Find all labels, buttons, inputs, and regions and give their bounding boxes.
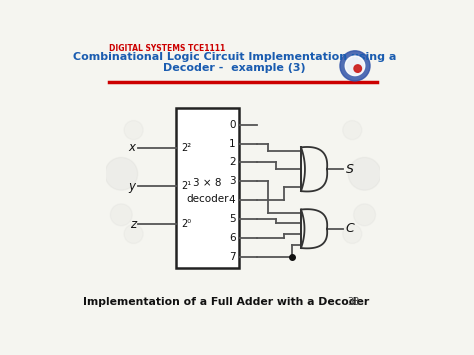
Text: 0: 0 <box>229 120 236 130</box>
Circle shape <box>340 51 370 81</box>
Circle shape <box>343 120 362 140</box>
Text: C: C <box>346 222 355 235</box>
Text: 5: 5 <box>229 214 236 224</box>
Circle shape <box>348 157 381 190</box>
Text: 6: 6 <box>229 233 236 243</box>
Text: Decoder -  example (3): Decoder - example (3) <box>164 62 306 72</box>
Bar <box>176 108 239 268</box>
Text: 2: 2 <box>229 158 236 168</box>
Circle shape <box>124 224 143 244</box>
Text: Implementation of a Full Adder with a Decoder: Implementation of a Full Adder with a De… <box>83 297 370 307</box>
Text: 7: 7 <box>229 252 236 262</box>
Circle shape <box>345 56 365 76</box>
Circle shape <box>354 65 362 72</box>
Text: S: S <box>346 163 354 176</box>
Text: DIGITAL SYSTEMS TCE1111: DIGITAL SYSTEMS TCE1111 <box>109 44 225 53</box>
Circle shape <box>124 120 143 140</box>
Circle shape <box>343 224 362 244</box>
Text: 2¹: 2¹ <box>181 181 191 191</box>
Text: x: x <box>129 141 136 154</box>
Text: 38: 38 <box>347 297 360 307</box>
Text: 2⁰: 2⁰ <box>181 219 191 229</box>
Text: decoder: decoder <box>186 194 228 204</box>
Text: 3: 3 <box>229 176 236 186</box>
Circle shape <box>354 204 375 226</box>
Circle shape <box>105 157 137 190</box>
Text: 3 × 8: 3 × 8 <box>193 178 222 188</box>
Text: z: z <box>130 218 136 231</box>
Circle shape <box>110 204 132 226</box>
Text: y: y <box>129 180 136 193</box>
Text: 1: 1 <box>229 138 236 148</box>
Text: Combinational Logic Circuit Implementation using a: Combinational Logic Circuit Implementati… <box>73 52 396 62</box>
Text: 4: 4 <box>229 195 236 205</box>
Text: 2²: 2² <box>181 143 191 153</box>
